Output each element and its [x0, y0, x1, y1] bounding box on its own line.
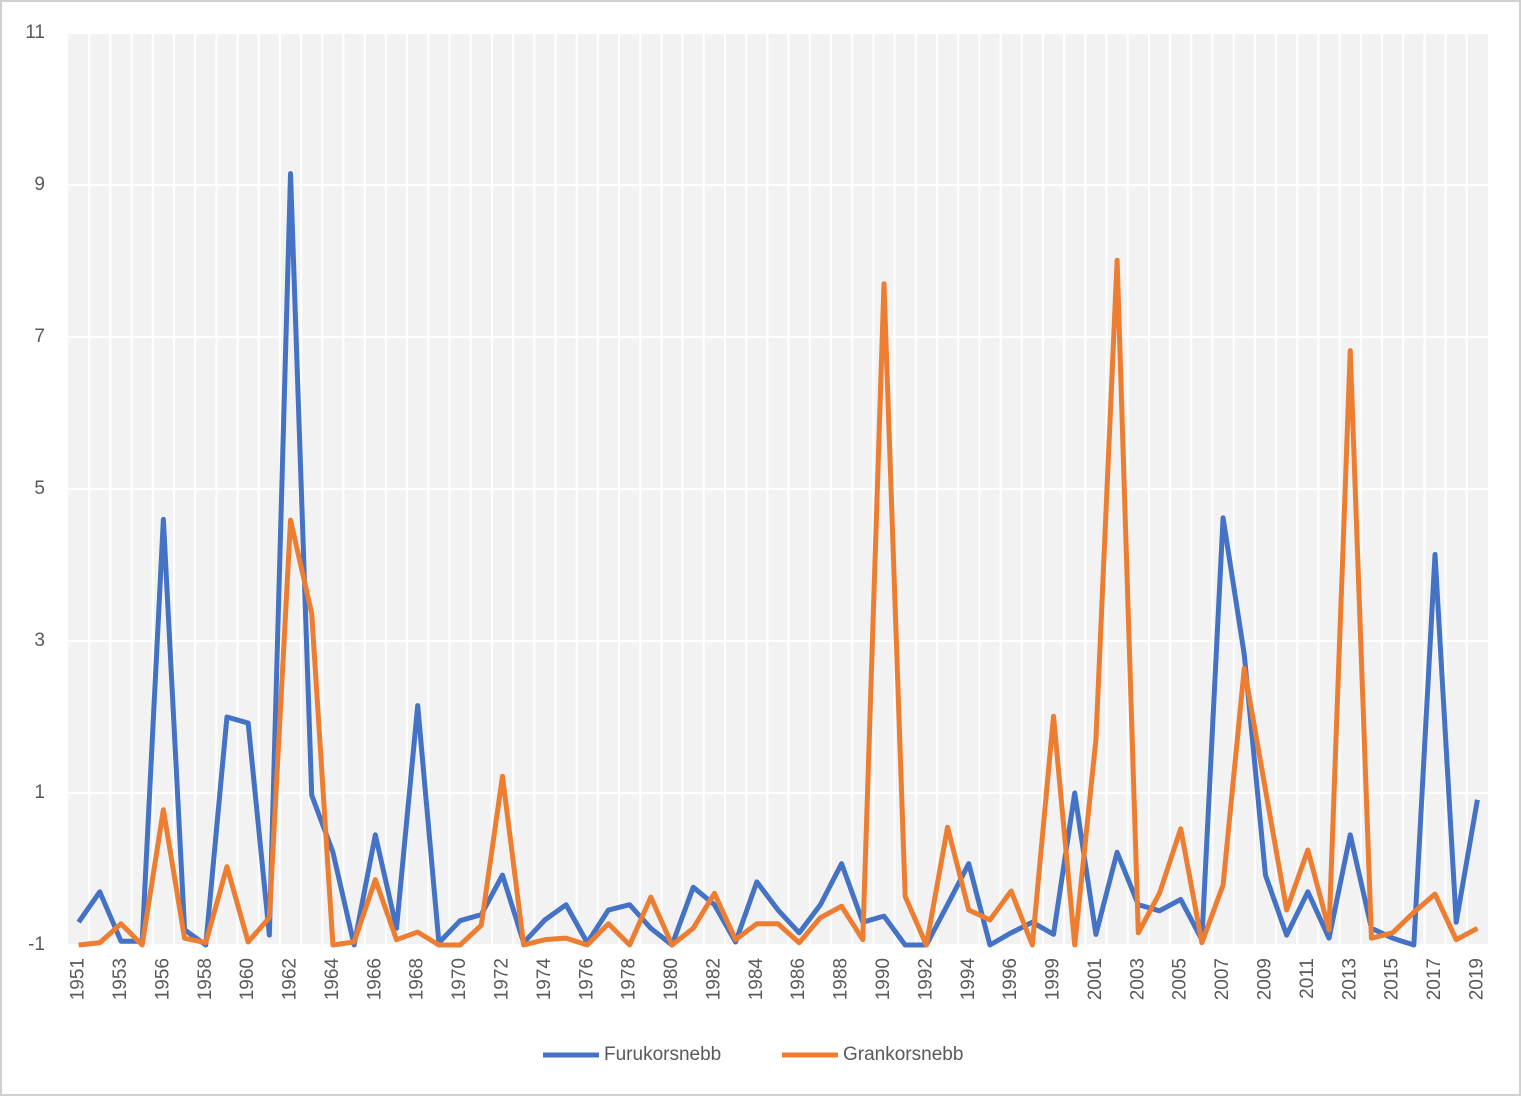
x-tick-label: 1972 — [491, 958, 512, 1000]
x-tick-label: 2019 — [1466, 958, 1487, 1000]
x-tick-label: 1964 — [322, 958, 343, 1001]
x-tick-label: 2015 — [1382, 958, 1403, 1000]
x-tick-label: 2011 — [1297, 958, 1318, 999]
y-tick-label: 11 — [25, 22, 45, 43]
x-tick-label: 2003 — [1127, 958, 1148, 1000]
y-tick-label: 1 — [34, 782, 45, 803]
series-line — [78, 257, 1479, 948]
x-tick-label: 1956 — [152, 958, 173, 1000]
x-tick-label: 1988 — [831, 958, 852, 1000]
x-tick-label: 2013 — [1339, 958, 1360, 1000]
x-tick-label: 2009 — [1254, 958, 1275, 1000]
y-tick-label: -1 — [28, 934, 45, 955]
legend-label: Furukorsnebb — [604, 1044, 721, 1065]
x-tick-label: 1976 — [576, 958, 597, 1000]
x-tick-label: 1982 — [703, 958, 724, 1000]
x-tick-label: 1960 — [237, 958, 258, 1000]
x-tick-label: 1984 — [746, 958, 767, 1001]
x-tick-label: 1990 — [873, 958, 894, 1000]
x-tick-label: 1996 — [1000, 958, 1021, 1000]
x-tick-label: 2007 — [1212, 958, 1233, 1000]
x-tick-label: 1970 — [449, 958, 470, 1000]
x-tick-label: 1966 — [364, 958, 385, 1000]
x-tick-label: 1999 — [1043, 958, 1064, 1000]
x-tick-label: 1974 — [534, 958, 555, 1001]
y-tick-label: 5 — [34, 478, 45, 499]
x-tick-label: 1978 — [619, 958, 640, 1000]
y-tick-label: 3 — [34, 630, 45, 651]
x-tick-label: 1992 — [915, 958, 936, 1000]
x-tick-label: 2001 — [1085, 958, 1106, 1000]
x-tick-label: 1958 — [195, 958, 216, 1000]
x-tick-label: 2017 — [1424, 958, 1445, 1000]
x-tick-label: 1980 — [661, 958, 682, 1000]
x-tick-label: 1953 — [110, 958, 131, 1000]
y-tick-label: 7 — [34, 326, 45, 347]
x-tick-label: 1951 — [68, 958, 89, 1000]
series-line — [76, 171, 1480, 948]
x-tick-label: 1962 — [280, 958, 301, 1000]
x-tick-label: 1994 — [958, 958, 979, 1001]
x-tick-label: 1968 — [407, 958, 428, 1000]
y-tick-label: 9 — [34, 174, 45, 195]
x-tick-label: 1986 — [788, 958, 809, 1000]
legend-label: Grankorsnebb — [843, 1044, 963, 1065]
x-tick-label: 2005 — [1170, 958, 1191, 1000]
